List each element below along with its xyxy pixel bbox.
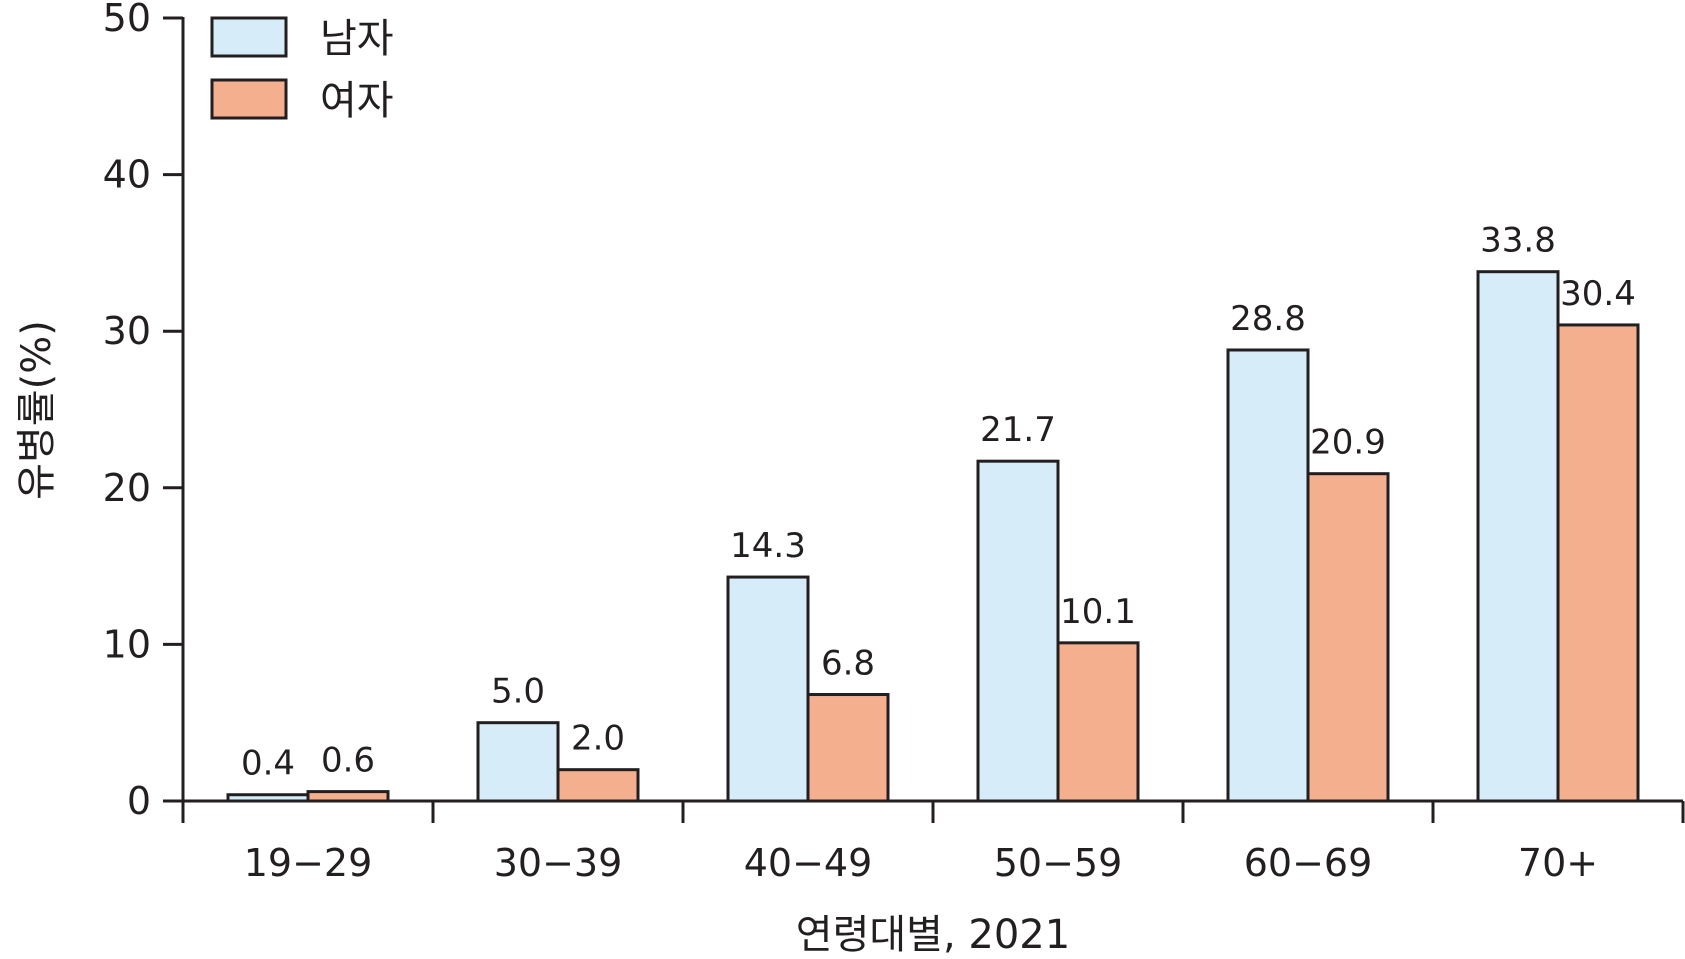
- x-axis: 19−29 30−39 40−49 50−59 60−69 70+: [181, 801, 1685, 885]
- value-label-female-0: 0.6: [321, 741, 375, 781]
- legend-label-male: 남자: [320, 16, 394, 62]
- bar-female-2: [806, 693, 890, 803]
- bar-male-2: [726, 575, 810, 803]
- value-label-female-2: 6.8: [821, 644, 875, 684]
- bar-female-4: [1306, 472, 1390, 803]
- value-label-male-0: 0.4: [241, 744, 295, 784]
- value-label-male-1: 5.0: [491, 672, 545, 712]
- value-label-male-3: 21.7: [980, 410, 1056, 450]
- value-label-female-4: 20.9: [1310, 423, 1386, 463]
- value-label-female-5: 30.4: [1560, 274, 1636, 314]
- bar-female-5: [1556, 323, 1640, 803]
- y-tick-label-3: 30: [103, 309, 151, 353]
- bar-male-3: [976, 459, 1060, 803]
- y-tick-label-4: 40: [103, 153, 151, 197]
- value-label-female-3: 10.1: [1060, 592, 1136, 632]
- y-axis: 0 10 20 30 40 50: [103, 0, 183, 823]
- y-tick-label-0: 0: [127, 779, 151, 823]
- bar-male-5: [1476, 270, 1560, 803]
- legend-swatch-female: [210, 78, 288, 120]
- x-tick-label-4: 60−69: [1244, 841, 1373, 885]
- bars: [226, 270, 1640, 803]
- bar-female-3: [1056, 641, 1140, 803]
- y-tick-label-2: 20: [103, 466, 151, 510]
- legend-swatch-male: [210, 16, 288, 58]
- y-axis-title: 유병률(%): [14, 320, 60, 500]
- y-tick-label-1: 10: [103, 622, 151, 666]
- x-tick-label-1: 30−39: [494, 841, 623, 885]
- legend-label-female: 여자: [320, 78, 394, 124]
- value-label-male-5: 33.8: [1480, 221, 1556, 261]
- x-tick-label-3: 50−59: [994, 841, 1123, 885]
- x-tick-label-5: 70+: [1518, 841, 1598, 885]
- value-label-female-1: 2.0: [571, 719, 625, 759]
- bar-male-1: [476, 721, 560, 803]
- value-label-male-2: 14.3: [730, 526, 806, 566]
- value-labels: 0.4 5.0 14.3 21.7 28.8 33.8 0.6 2.0 6.8 10.1 20.9 3…: [241, 221, 1636, 784]
- bar-female-1: [556, 768, 640, 803]
- value-label-male-4: 28.8: [1230, 299, 1306, 339]
- bar-male-4: [1226, 348, 1310, 803]
- legend: 남자 여자: [210, 16, 394, 124]
- y-tick-label-5: 50: [103, 0, 151, 40]
- x-tick-label-2: 40−49: [744, 841, 873, 885]
- x-axis-title: 연령대별, 2021: [796, 912, 1070, 958]
- x-tick-label-0: 19−29: [244, 841, 373, 885]
